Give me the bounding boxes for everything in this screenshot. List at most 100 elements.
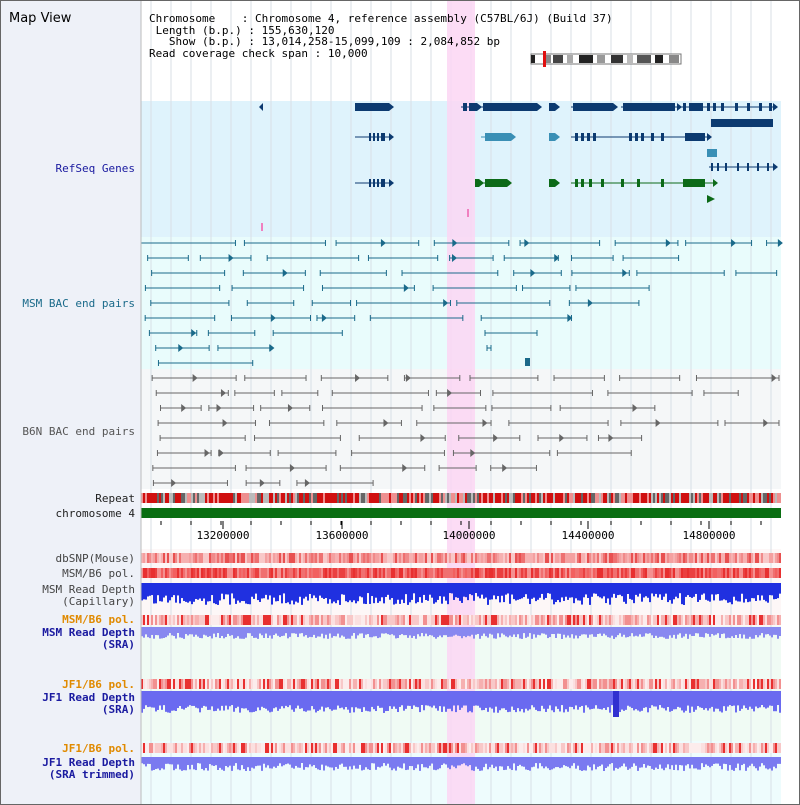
jf1-trimmed-depth — [769, 757, 771, 769]
msm-capillary-depth — [317, 583, 319, 602]
jf1-b6-pol-heat — [399, 679, 401, 689]
jf1-b6-pol-2-heat — [561, 743, 563, 753]
msm-capillary-depth — [553, 583, 555, 605]
repeat-segment — [661, 493, 663, 503]
msm-b6-pol-2-heat — [205, 615, 207, 625]
msm-capillary-depth — [205, 583, 207, 605]
dbsnp-heat — [361, 553, 363, 563]
jf1-sra-depth — [605, 691, 607, 710]
jf1-trimmed-depth — [205, 757, 207, 769]
repeat-segment — [685, 493, 687, 503]
jf1-b6-pol-2-heat — [317, 743, 319, 753]
msm-b6-pol-2-heat — [487, 615, 489, 625]
msm-b6-pol-heat — [757, 568, 759, 578]
track-label-msm-b6-pol[interactable]: MSM/B6 pol. — [62, 567, 135, 580]
track-label-jf1-b6-pol-2[interactable]: JF1/B6 pol. — [62, 742, 135, 755]
msm-b6-pol-2-heat — [357, 615, 359, 625]
msm-b6-pol-heat — [603, 568, 605, 578]
repeat-segment — [343, 493, 345, 503]
jf1-b6-pol-2-heat — [177, 743, 179, 753]
jf1-b6-pol-2-heat — [543, 743, 545, 753]
jf1-trimmed-depth — [481, 757, 483, 771]
track-label-msm-read-depth-capillary[interactable]: MSM Read Depth (Capillary) — [1, 584, 135, 608]
msm-b6-pol-heat — [161, 568, 163, 578]
jf1-b6-pol-heat — [645, 679, 647, 689]
msm-b6-pol-2-heat — [279, 615, 281, 625]
jf1-trimmed-depth — [595, 757, 597, 770]
msm-b6-pol-2-heat — [745, 615, 747, 625]
track-label-msm-b6-pol-2[interactable]: MSM/B6 pol. — [62, 613, 135, 626]
track-label-jf1-read-depth-sra[interactable]: JF1 Read Depth (SRA) — [1, 692, 135, 716]
dbsnp-heat — [615, 553, 617, 563]
msm-b6-pol-2-heat — [401, 615, 403, 625]
gene-exon — [485, 133, 511, 141]
repeat-segment — [631, 493, 633, 503]
msm-capillary-depth — [191, 583, 193, 605]
axis-tick-label: 14400000 — [562, 529, 615, 542]
jf1-sra-depth — [519, 691, 521, 712]
track-label-refseq[interactable]: RefSeq Genes — [55, 162, 135, 175]
jf1-b6-pol-2-heat — [471, 743, 473, 753]
track-label-chromosome[interactable]: chromosome 4 — [55, 507, 135, 520]
dbsnp-heat — [629, 553, 631, 563]
msm-b6-pol-heat — [399, 568, 401, 578]
jf1-b6-pol-heat — [493, 679, 495, 689]
jf1-b6-pol-2-heat — [725, 743, 727, 753]
msm-sra-depth — [323, 627, 325, 639]
msm-sra-depth — [749, 627, 751, 637]
msm-sra-depth — [373, 627, 375, 637]
msm-b6-pol-2-heat — [515, 615, 517, 625]
msm-sra-depth — [575, 627, 577, 636]
b6n-bac-pair-arrow — [763, 419, 769, 427]
msm-b6-pol-2-heat — [733, 615, 735, 625]
repeat-segment — [481, 493, 483, 503]
repeat-segment — [603, 493, 605, 503]
dbsnp-heat — [171, 553, 173, 563]
jf1-sra-depth — [339, 691, 341, 709]
repeat-segment — [595, 493, 597, 503]
jf1-b6-pol-heat — [495, 679, 497, 689]
gene-exon — [769, 103, 772, 111]
msm-b6-pol-heat — [315, 568, 317, 578]
jf1-trimmed-depth — [421, 757, 423, 765]
jf1-trimmed-depth — [213, 757, 215, 767]
track-label-jf1-read-depth-trimmed[interactable]: JF1 Read Depth (SRA trimmed) — [1, 757, 135, 781]
track-label-msm-read-depth-sra[interactable]: MSM Read Depth (SRA) — [1, 627, 135, 651]
jf1-b6-pol-2-heat — [475, 743, 477, 753]
jf1-sra-depth — [349, 691, 351, 713]
track-label-dbsnp[interactable]: dbSNP(Mouse) — [55, 552, 135, 565]
gene-exon — [747, 163, 749, 171]
msm-b6-pol-heat — [427, 568, 429, 578]
repeat-segment — [243, 493, 245, 503]
jf1-sra-depth — [497, 691, 499, 713]
repeat-segment — [315, 493, 317, 503]
track-label-repeat[interactable]: Repeat — [95, 492, 135, 505]
track-label-jf1-b6-pol[interactable]: JF1/B6 pol. — [62, 678, 135, 691]
jf1-trimmed-depth — [307, 757, 309, 768]
msm-capillary-depth — [511, 583, 513, 595]
jf1-b6-pol-heat — [531, 679, 533, 689]
repeat-segment — [553, 493, 555, 503]
track-label-msm-bac[interactable]: MSM BAC end pairs — [22, 297, 135, 310]
jf1-b6-pol-2-heat — [755, 743, 757, 753]
dbsnp-heat — [403, 553, 405, 563]
jf1-trimmed-depth — [379, 757, 381, 768]
msm-sra-depth — [599, 627, 601, 634]
msm-sra-depth — [455, 627, 457, 635]
b6n-bac-pair-arrow — [220, 389, 226, 397]
msm-sra-depth — [389, 627, 391, 635]
msm-b6-pol-2-heat — [577, 615, 579, 625]
msm-b6-pol-2-heat — [393, 615, 395, 625]
jf1-b6-pol-2-heat — [705, 743, 707, 753]
jf1-b6-pol-2-heat — [633, 743, 635, 753]
msm-b6-pol-heat — [609, 568, 611, 578]
track-label-b6n-bac[interactable]: B6N BAC end pairs — [22, 425, 135, 438]
msm-b6-pol-2-heat — [677, 615, 679, 625]
dbsnp-heat — [431, 553, 433, 563]
msm-sra-depth — [351, 627, 353, 636]
b6n-bac-pair-arrow — [470, 449, 476, 457]
jf1-b6-pol-2-heat — [609, 743, 611, 753]
repeat-segment — [501, 493, 503, 503]
jf1-b6-pol-heat — [219, 679, 221, 689]
